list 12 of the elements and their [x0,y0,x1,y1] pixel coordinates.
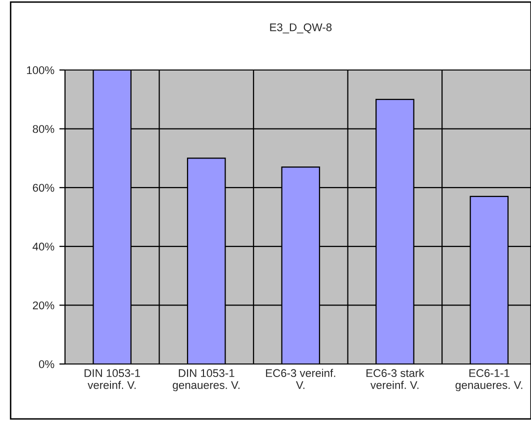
y-tick-label: 60% [32,184,54,192]
y-tick-label: 20% [32,301,54,310]
chart-title: E3_D_QW-8 [270,23,332,34]
x-tick-label: EC6-3 vereinf. V. [266,368,336,389]
x-tick-label: EC6-3 stark vereinf. V. [366,368,424,389]
x-tick-label: DIN 1053-1 vereinf. V. [84,369,140,389]
y-tick-label: 100% [27,66,54,74]
x-tick-label: DIN 1053-1 genaueres. V. [172,369,240,392]
y-tick-label: 40% [32,242,54,251]
y-tick-label: 80% [32,125,54,133]
x-tick-label: EC6-1-1 genaueres. V. [456,369,522,392]
y-tick-label: 0% [38,360,54,368]
